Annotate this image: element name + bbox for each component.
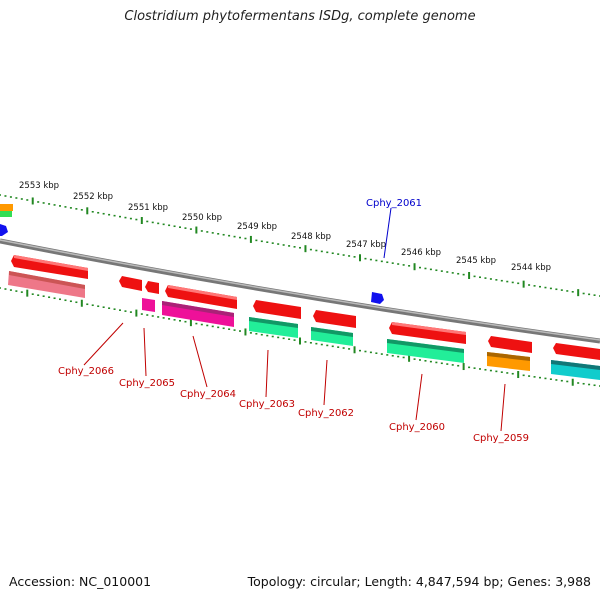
forward-genes (11, 255, 600, 360)
label-leaders (83, 322, 506, 432)
gene-label-2063: Cphy_2063 (239, 399, 295, 410)
gene-2062-cds (313, 310, 356, 328)
feature-edge-blue (0, 224, 8, 236)
gene-2060-cds (389, 322, 466, 344)
tick-label-2545: 2545 kbp (456, 256, 496, 266)
feature-edge-green (0, 211, 12, 217)
gene-2066-cds (11, 255, 88, 279)
accession-text: Accession: NC_010001 (9, 574, 152, 589)
tick-label-2547: 2547 kbp (346, 240, 386, 250)
feature-2065-rna (142, 298, 155, 312)
gene-label-2060: Cphy_2060 (389, 422, 445, 433)
gene-label-2061: Cphy_2061 (366, 198, 422, 209)
lower-tick-ring (0, 287, 600, 387)
tick-label-2550: 2550 kbp (182, 213, 222, 223)
gene-label-2065: Cphy_2065 (119, 378, 175, 389)
gene-edge-cds (553, 343, 600, 360)
genome-backbone (0, 238, 600, 344)
label-leader-2061 (383, 207, 392, 259)
page-title: Clostridium phytofermentans ISDg, comple… (124, 9, 476, 24)
topology-text: Topology: circular; Length: 4,847,594 bp… (247, 574, 591, 589)
gene-2063-cds (253, 300, 301, 319)
reverse-features (8, 271, 600, 380)
feature-edge-orange (0, 204, 13, 211)
tick-label-2546: 2546 kbp (401, 248, 441, 258)
tick-label-2553: 2553 kbp (19, 181, 59, 191)
gene-label-2066: Cphy_2066 (58, 366, 114, 377)
tick-label-2548: 2548 kbp (291, 232, 331, 242)
gene-2059-cds (488, 336, 532, 353)
gene-2064-cds (165, 285, 237, 309)
gene-label-2062: Cphy_2062 (298, 408, 354, 419)
gene-2061-marker (371, 292, 384, 304)
tick-label-2551: 2551 kbp (128, 203, 168, 213)
gene-label-2059: Cphy_2059 (473, 433, 529, 444)
gene-label-2064: Cphy_2064 (180, 389, 236, 400)
gene-2065-cds-b (145, 281, 159, 294)
gene-2065-cds-a (119, 276, 142, 291)
tick-label-2552: 2552 kbp (73, 192, 113, 202)
tick-label-2544: 2544 kbp (511, 263, 551, 273)
tick-label-2549: 2549 kbp (237, 222, 277, 232)
upper-tick-ring (0, 194, 600, 297)
